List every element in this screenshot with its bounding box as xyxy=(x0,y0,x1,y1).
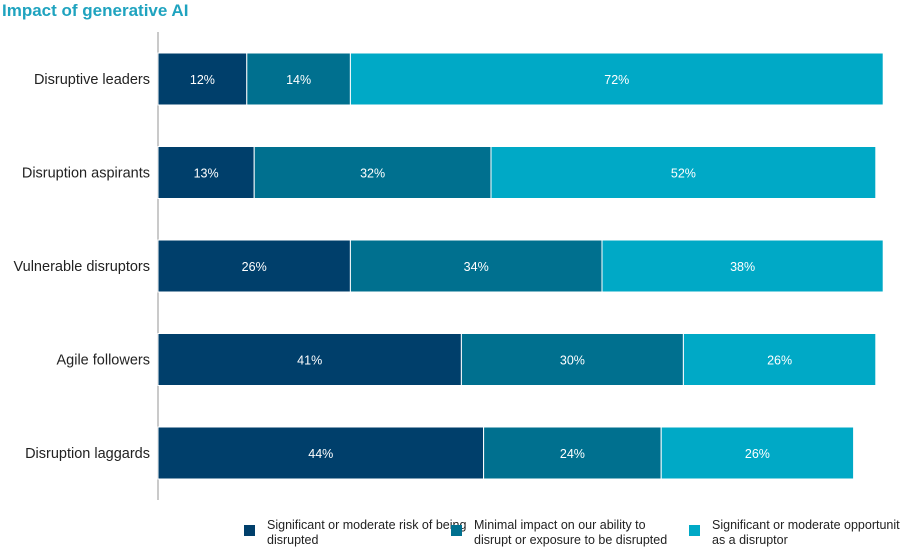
data-label: 32% xyxy=(360,167,385,181)
data-label: 41% xyxy=(297,354,322,368)
legend-item: Significant or moderate risk of being di… xyxy=(244,518,477,548)
data-label: 26% xyxy=(242,260,267,274)
stacked-bar-chart: Disruptive leaders 12% 14% 72% Disruption as… xyxy=(14,32,884,500)
bar-segment xyxy=(682,333,877,386)
bar-segment xyxy=(157,426,485,480)
bar-segment xyxy=(349,52,884,106)
legend: Significant or moderate risk of being di… xyxy=(244,518,900,552)
bar-segment xyxy=(253,146,492,199)
data-label: 13% xyxy=(194,167,219,181)
data-label: 12% xyxy=(190,73,215,87)
data-label: 26% xyxy=(745,447,770,461)
bar-segment xyxy=(483,426,662,480)
legend-swatch xyxy=(689,525,700,536)
data-label: 38% xyxy=(730,260,755,274)
bar-segment xyxy=(157,333,462,386)
data-label: 26% xyxy=(767,354,792,368)
data-label: 24% xyxy=(560,447,585,461)
data-label: 14% xyxy=(286,73,311,87)
data-label: 34% xyxy=(464,260,489,274)
legend-item: Significant or moderate opportunity as a… xyxy=(689,518,900,548)
data-label: 72% xyxy=(604,73,629,87)
chart-title: Impact of generative AI xyxy=(2,1,189,20)
bar-segment xyxy=(246,52,351,106)
bar-segment xyxy=(157,239,351,293)
legend-swatch xyxy=(244,525,255,536)
data-label: 30% xyxy=(560,354,585,368)
legend-label: Significant or moderate opportunity as a… xyxy=(712,518,900,547)
legend-label: Significant or moderate risk of being di… xyxy=(267,518,467,547)
category-label: Disruption laggards xyxy=(25,446,150,462)
data-label: 52% xyxy=(671,167,696,181)
bar-segment xyxy=(490,146,877,199)
bar-segment xyxy=(157,146,255,199)
bar-segment xyxy=(660,426,855,480)
data-label: 44% xyxy=(308,447,333,461)
bars-group: Disruptive leaders 12% 14% 72% Disruption as… xyxy=(14,52,884,480)
legend-swatch xyxy=(451,525,462,536)
category-label: Vulnerable disruptors xyxy=(14,259,150,275)
legend-label: Minimal impact on our ability to disrupt… xyxy=(474,518,668,547)
category-label: Agile followers xyxy=(57,353,151,369)
category-label: Disruption aspirants xyxy=(22,166,150,182)
category-label: Disruptive leaders xyxy=(34,72,150,88)
bar-segment xyxy=(601,239,884,293)
bar-segment xyxy=(157,52,248,106)
legend-item: Minimal impact on our ability to disrupt… xyxy=(451,518,679,548)
